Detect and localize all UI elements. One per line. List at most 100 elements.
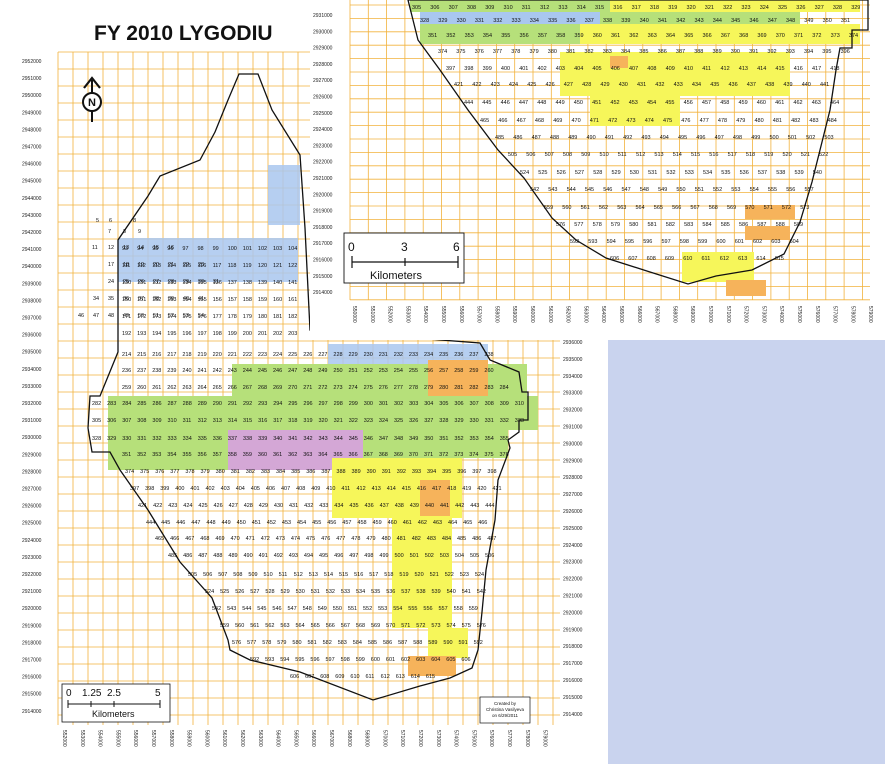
cell-label: 41 bbox=[198, 296, 204, 302]
cell-label: 332 bbox=[152, 436, 161, 442]
cell-label: 470 bbox=[231, 536, 240, 542]
inset-cell-label: 449 bbox=[556, 100, 565, 106]
cell-label: 326 bbox=[409, 418, 418, 424]
inset-cell-label: 588 bbox=[776, 222, 785, 228]
cell-label: 491 bbox=[259, 553, 268, 559]
cell-label: 320 bbox=[319, 418, 328, 424]
cell-label: 257 bbox=[439, 368, 448, 374]
cell-label: 121 bbox=[273, 263, 282, 269]
cell-label: 141 bbox=[288, 280, 297, 286]
inset-cell-label: 595 bbox=[625, 239, 634, 245]
x-tick-label: 566000 bbox=[310, 730, 316, 747]
x-tick-label: 576000 bbox=[488, 730, 494, 747]
inset-cell-label: 378 bbox=[511, 49, 520, 55]
cell-label: 353 bbox=[470, 436, 479, 442]
inset-cell-label: 543 bbox=[548, 187, 557, 193]
cell-label: 446 bbox=[176, 520, 185, 526]
cell-label: 20 bbox=[153, 262, 159, 268]
cell-label: 272 bbox=[318, 385, 327, 391]
cell-label: 374 bbox=[125, 469, 134, 475]
y-tick-label: 2949000 bbox=[22, 110, 42, 116]
inset-cell-label: 495 bbox=[678, 135, 687, 141]
cell-label: 35 bbox=[108, 296, 114, 302]
cell-label: 485 bbox=[457, 536, 466, 542]
inset-x-tick-label: 574000 bbox=[778, 306, 784, 323]
x-tick-label: 569000 bbox=[364, 730, 370, 747]
cell-label: 525 bbox=[220, 589, 229, 595]
cell-label: 153 bbox=[167, 297, 176, 303]
cell-label: 332 bbox=[500, 418, 509, 424]
cell-label: 514 bbox=[324, 572, 333, 578]
inset-y-tick-label: 2920000 bbox=[313, 192, 333, 198]
inset-cell-label: 614 bbox=[756, 256, 765, 262]
inset-x-tick-label: 564000 bbox=[600, 306, 606, 323]
inset-cell-label: 381 bbox=[566, 49, 575, 55]
inset-cell-label: 364 bbox=[666, 33, 675, 39]
cell-label: 223 bbox=[258, 352, 267, 358]
cell-label: 478 bbox=[351, 536, 360, 542]
inset-cell-label: 406 bbox=[611, 66, 620, 72]
cell-label: 259 bbox=[469, 368, 478, 374]
cell-label: 386 bbox=[306, 469, 315, 475]
inset-cell-label: 362 bbox=[629, 33, 638, 39]
inset-cell-label: 414 bbox=[757, 66, 766, 72]
cell-label: 539 bbox=[432, 589, 441, 595]
cell-label: 424 bbox=[183, 503, 192, 509]
y-tick-label: 2925000 bbox=[22, 521, 42, 527]
cell-label: 437 bbox=[380, 503, 389, 509]
inset-cell-label: 497 bbox=[715, 135, 724, 141]
cell-label: 299 bbox=[349, 401, 358, 407]
cell-label: 310 bbox=[515, 401, 524, 407]
cell-label: 579 bbox=[277, 640, 286, 646]
cell-label: 476 bbox=[321, 536, 330, 542]
cell-label: 462 bbox=[418, 520, 427, 526]
cell-label: 486 bbox=[472, 536, 481, 542]
x-tick-label: 578000 bbox=[524, 730, 530, 747]
main-x-axis: 552000 553000 554000 555000 556000 557000 5580… bbox=[61, 730, 548, 747]
cell-label: 34 bbox=[93, 296, 99, 302]
inset-cell-label: 437 bbox=[747, 82, 756, 88]
cell-label: 103 bbox=[273, 246, 282, 252]
cell-label: 370 bbox=[409, 452, 418, 458]
inset-x-tick-label: 565000 bbox=[618, 306, 624, 323]
inset-cell-label: 392 bbox=[767, 49, 776, 55]
cell-label: 489 bbox=[228, 553, 237, 559]
cell-label: 224 bbox=[273, 352, 282, 358]
cell-label: 351 bbox=[439, 436, 448, 442]
cell-label: 309 bbox=[152, 418, 161, 424]
inset-cell-label: 487 bbox=[532, 135, 541, 141]
cell-label: 244 bbox=[243, 368, 252, 374]
cell-label: 429 bbox=[259, 503, 268, 509]
inset-cell-label: 435 bbox=[710, 82, 719, 88]
cell-label: 229 bbox=[349, 352, 358, 358]
cell-label: 122 bbox=[288, 263, 297, 269]
right-y-tick-label: 2919000 bbox=[563, 627, 583, 633]
cell-label: 21 bbox=[168, 262, 174, 268]
cell-label: 292 bbox=[243, 401, 252, 407]
cell-label: 483 bbox=[427, 536, 436, 542]
cell-label: 133 bbox=[167, 280, 176, 286]
cell-label: 329 bbox=[454, 418, 463, 424]
inset-cell-label: 480 bbox=[755, 118, 764, 124]
inset-cell-label: 429 bbox=[600, 82, 609, 88]
cell-label: 503 bbox=[440, 553, 449, 559]
cell-label: 419 bbox=[462, 486, 471, 492]
cell-label: 443 bbox=[470, 503, 479, 509]
cell-label: 598 bbox=[341, 657, 350, 663]
cell-label: 132 bbox=[152, 280, 161, 286]
cell-label: 98 bbox=[198, 246, 204, 252]
cell-label: 510 bbox=[264, 572, 273, 578]
right-y-tick-label: 2934000 bbox=[563, 374, 583, 380]
main-y-axis: 2952000 2951000 2950000 2949000 2948000 29470… bbox=[22, 59, 42, 715]
cell-label: 495 bbox=[319, 553, 328, 559]
inset-scale-label-0: 0 bbox=[348, 240, 355, 254]
map-title: FY 2010 LYGODIU bbox=[94, 22, 273, 45]
cell-label: 497 bbox=[349, 553, 358, 559]
inset-cell-label: 397 bbox=[446, 66, 455, 72]
x-tick-label: 568000 bbox=[346, 730, 352, 747]
inset-cell-label: 453 bbox=[629, 100, 638, 106]
inset-cell-label: 474 bbox=[645, 118, 654, 124]
cell-label: 314 bbox=[228, 418, 237, 424]
inset-cell-label: 462 bbox=[793, 100, 802, 106]
